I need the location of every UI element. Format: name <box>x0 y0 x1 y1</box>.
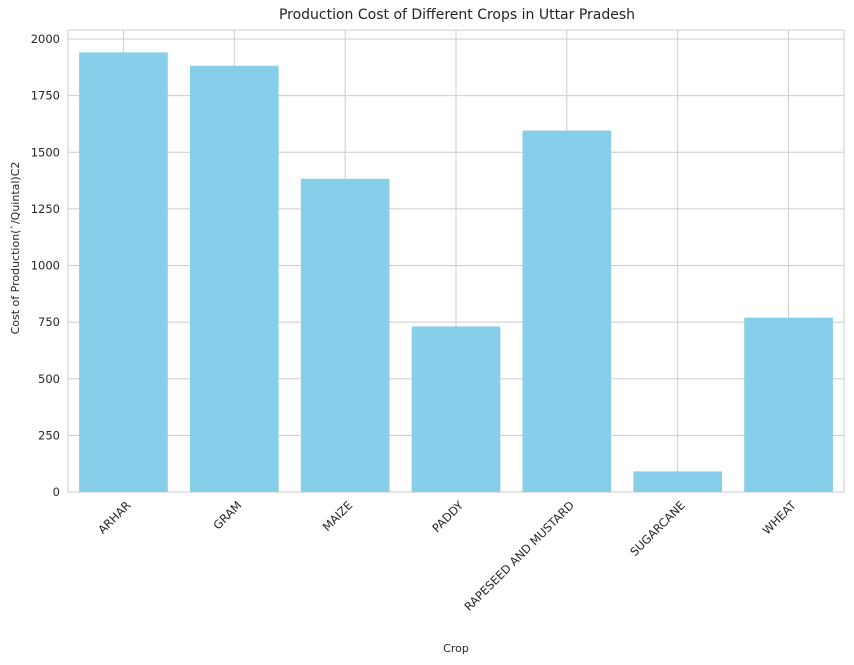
bar-maize <box>300 178 390 492</box>
x-axis-label: Crop <box>443 642 469 655</box>
bar-gram <box>189 65 279 493</box>
bar-rapeseed-and-mustard <box>522 130 612 492</box>
y-tick-label: 1750 <box>31 89 60 103</box>
y-tick-label: 1250 <box>31 202 60 216</box>
bar-arhar <box>79 52 168 492</box>
y-tick-label: 750 <box>38 315 60 329</box>
bar-paddy <box>411 326 501 492</box>
y-tick-labels: 0 250 500 750 1000 1250 1500 1750 2000 <box>31 32 60 499</box>
y-tick-label: 2000 <box>31 32 60 46</box>
y-tick-label: 250 <box>38 428 60 442</box>
x-tick-label: GRAM <box>210 498 244 532</box>
y-axis-label: Cost of Production(`/Quintal)C2 <box>9 162 22 335</box>
y-tick-label: 500 <box>38 372 60 386</box>
x-tick-label: RAPESEED AND MUSTARD <box>461 498 577 614</box>
bars <box>79 52 833 493</box>
x-tick-label: SUGARCANE <box>627 498 688 559</box>
bar-sugarcane <box>633 471 723 492</box>
bar-wheat <box>744 317 833 492</box>
x-tick-label: ARHAR <box>95 498 133 536</box>
y-tick-label: 1000 <box>31 259 60 273</box>
x-tick-label: WHEAT <box>760 498 800 538</box>
chart-title: Production Cost of Different Crops in Ut… <box>279 7 635 23</box>
y-tick-label: 1500 <box>31 145 60 159</box>
x-tick-label: PADDY <box>429 498 467 536</box>
x-tick-label: MAIZE <box>320 498 356 534</box>
y-tick-label: 0 <box>53 485 60 499</box>
